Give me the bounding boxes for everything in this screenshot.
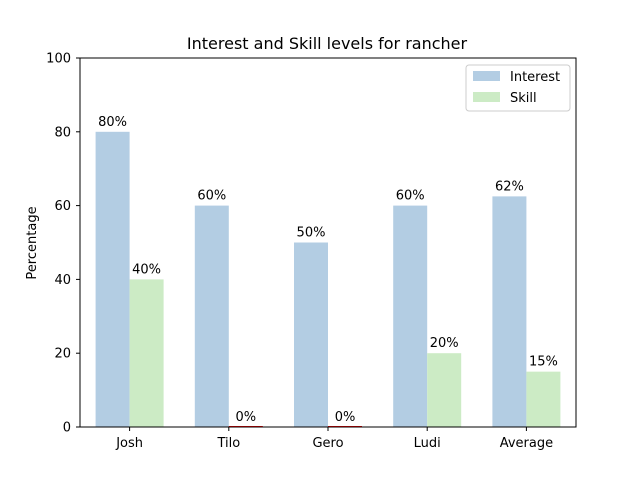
bar-interest-gero — [294, 242, 328, 427]
x-tick-label-tilo: Tilo — [216, 436, 240, 451]
legend-swatch-interest — [473, 71, 500, 81]
legend-label-interest: Interest — [510, 70, 560, 85]
bar-skill-josh — [129, 279, 164, 427]
y-tick-label-0: 0 — [63, 421, 71, 436]
data-label-skill-tilo: 0% — [235, 410, 256, 425]
data-label-skill-gero: 0% — [335, 410, 356, 425]
bar-skill-ludi — [427, 353, 462, 427]
data-label-interest-ludi: 60% — [396, 189, 425, 204]
y-tick-label-40: 40 — [54, 273, 71, 288]
data-label-interest-gero: 50% — [297, 226, 326, 241]
data-label-interest-josh: 80% — [98, 115, 127, 130]
data-label-skill-ludi: 20% — [430, 336, 459, 351]
y-tick-label-80: 80 — [54, 125, 71, 140]
bar-interest-average — [492, 196, 527, 427]
legend-label-skill: Skill — [510, 91, 537, 106]
y-tick-label-100: 100 — [46, 52, 71, 67]
x-tick-label-josh: Josh — [115, 436, 143, 451]
data-label-interest-tilo: 60% — [197, 189, 226, 204]
bar-interest-tilo — [194, 205, 229, 427]
x-tick-label-average: Average — [500, 436, 553, 451]
y-tick-label-60: 60 — [54, 199, 71, 214]
legend-swatch-skill — [473, 92, 500, 102]
data-label-skill-josh: 40% — [132, 262, 161, 277]
bar-interest-josh — [95, 131, 130, 428]
plot-area: 80% 40% 60% 0% 50% 0% 60% 20% 62% 15% 0 20 40 60 80 100… — [46, 52, 577, 451]
x-tick-label-ludi: Ludi — [414, 436, 441, 451]
data-label-interest-average: 62% — [495, 179, 524, 194]
data-label-skill-average: 15% — [529, 355, 558, 370]
y-axis-label: Percentage — [25, 206, 40, 279]
bar-skill-average — [526, 371, 561, 427]
chart-title: Interest and Skill levels for rancher — [187, 34, 468, 53]
x-tick-label-gero: Gero — [312, 436, 343, 451]
y-tick-label-20: 20 — [54, 347, 71, 362]
bar-interest-ludi — [393, 205, 428, 427]
